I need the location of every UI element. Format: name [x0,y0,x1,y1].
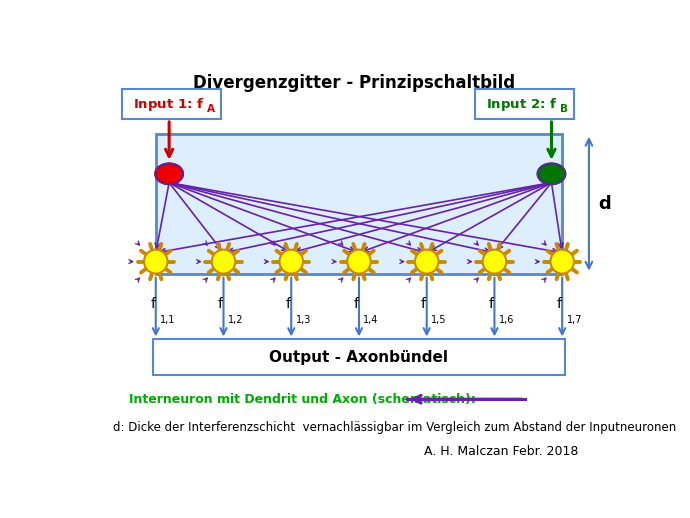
Ellipse shape [144,250,168,274]
Circle shape [155,164,183,184]
Text: d: d [598,195,611,213]
FancyBboxPatch shape [156,134,562,274]
Text: 1,5: 1,5 [431,314,446,325]
Text: $\mathregular{f}$: $\mathregular{f}$ [217,296,224,311]
Ellipse shape [212,250,235,274]
Text: Input 2: $\mathregular{f}$: Input 2: $\mathregular{f}$ [486,95,558,112]
Circle shape [538,164,565,184]
Text: A: A [206,104,215,114]
FancyBboxPatch shape [122,89,221,119]
Text: $\mathregular{f}$: $\mathregular{f}$ [285,296,292,311]
Text: 1,1: 1,1 [160,314,175,325]
Ellipse shape [347,250,371,274]
Text: Output - Axonbündel: Output - Axonbündel [270,350,448,365]
Text: $\mathregular{f}$: $\mathregular{f}$ [150,296,157,311]
Text: B: B [560,104,567,114]
Text: $\mathregular{f}$: $\mathregular{f}$ [420,296,428,311]
Text: 1,4: 1,4 [363,314,379,325]
Text: 1,2: 1,2 [228,314,244,325]
Text: A. H. Malczan Febr. 2018: A. H. Malczan Febr. 2018 [424,444,578,457]
Text: 1,3: 1,3 [295,314,311,325]
Text: $\mathregular{f}$: $\mathregular{f}$ [489,296,495,311]
Text: 1,7: 1,7 [566,314,582,325]
Text: 1,6: 1,6 [499,314,514,325]
Text: $\mathregular{f}$: $\mathregular{f}$ [353,296,360,311]
FancyBboxPatch shape [153,339,565,375]
Text: Input 1: $\mathregular{f}$: Input 1: $\mathregular{f}$ [133,95,205,112]
Ellipse shape [415,250,438,274]
FancyBboxPatch shape [475,89,574,119]
Text: Divergenzgitter - Prinzipschaltbild: Divergenzgitter - Prinzipschaltbild [193,74,515,92]
Ellipse shape [551,250,574,274]
Ellipse shape [483,250,506,274]
Text: $\mathregular{f}$: $\mathregular{f}$ [556,296,563,311]
Text: Interneuron mit Dendrit und Axon (schematisch):: Interneuron mit Dendrit und Axon (schema… [129,393,476,406]
Ellipse shape [279,250,303,274]
Text: d: Dicke der Interferenzschicht  vernachlässigbar im Vergleich zum Abstand der I: d: Dicke der Interferenzschicht vernachl… [113,421,676,434]
